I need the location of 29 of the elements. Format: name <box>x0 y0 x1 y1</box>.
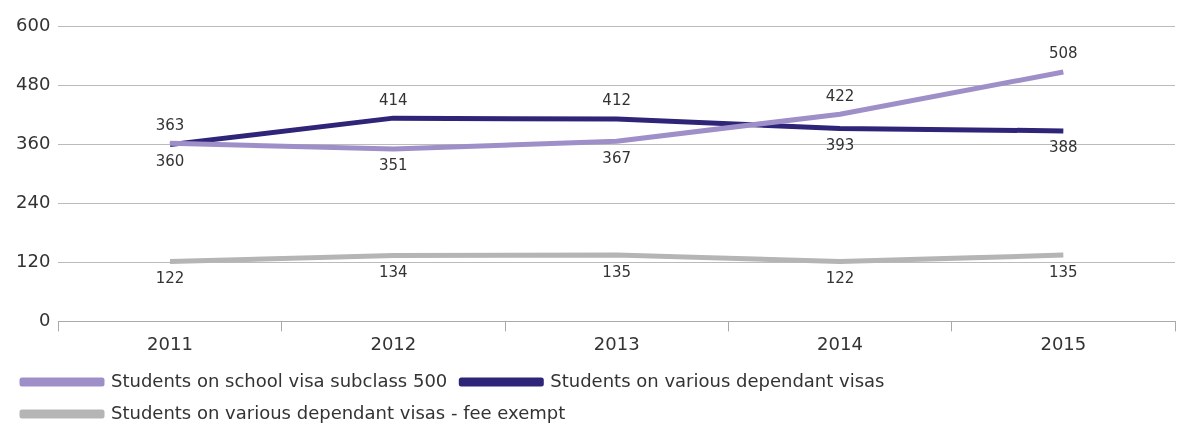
data-label: 135 <box>602 262 631 281</box>
data-label: 122 <box>825 268 855 287</box>
y-tick-label: 480 <box>16 73 51 95</box>
data-label: 414 <box>379 90 408 109</box>
data-label: 393 <box>825 135 855 154</box>
y-tick-label: 0 <box>38 309 51 331</box>
data-label: 367 <box>602 148 631 167</box>
y-tick-label: 600 <box>16 14 51 36</box>
data-label: 122 <box>155 268 185 287</box>
x-tick-label: 2013 <box>593 332 640 354</box>
y-tick-label: 240 <box>16 191 51 213</box>
y-tick-label: 120 <box>16 250 51 272</box>
legend-label: Students on various dependant visas - fee exempt <box>111 401 566 423</box>
x-tick-label: 2012 <box>370 332 417 354</box>
data-label: 360 <box>155 152 185 171</box>
x-tick-label: 2015 <box>1040 332 1087 354</box>
data-label: 363 <box>155 115 185 134</box>
data-label: 351 <box>379 156 408 175</box>
data-label: 134 <box>379 263 408 281</box>
y-tick-label: 360 <box>16 132 51 154</box>
x-tick-label: 2011 <box>147 332 193 354</box>
data-label: 508 <box>1049 44 1078 63</box>
data-label: 412 <box>602 91 631 110</box>
data-label: 422 <box>825 86 855 105</box>
data-label: 388 <box>1049 138 1078 157</box>
legend-label: Students on school visa subclass 500 <box>111 369 448 391</box>
data-label: 135 <box>1049 262 1078 281</box>
legend-label: Students on various dependant visas <box>550 369 885 391</box>
x-tick-label: 2014 <box>817 332 863 354</box>
